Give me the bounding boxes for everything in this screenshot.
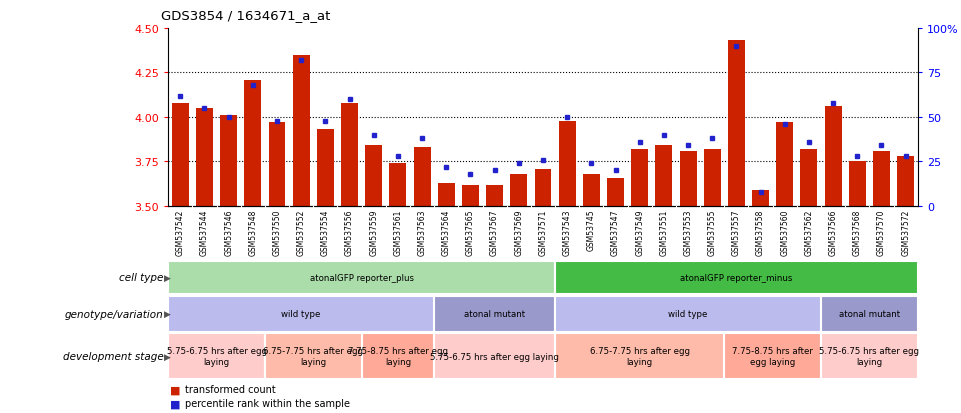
Text: 7.75-8.75 hrs after egg
laying: 7.75-8.75 hrs after egg laying	[348, 347, 448, 366]
Text: GSM537568: GSM537568	[852, 209, 862, 256]
Bar	[821, 333, 918, 379]
Text: 5.75-6.75 hrs after egg laying: 5.75-6.75 hrs after egg laying	[431, 352, 559, 361]
Text: 6.75-7.75 hrs after egg
laying: 6.75-7.75 hrs after egg laying	[590, 347, 690, 366]
Text: 6.75-7.75 hrs after egg
laying: 6.75-7.75 hrs after egg laying	[263, 347, 363, 366]
Bar	[801, 150, 818, 206]
Bar	[655, 146, 673, 206]
Text: percentile rank within the sample: percentile rank within the sample	[185, 398, 351, 408]
Bar	[898, 157, 914, 206]
Text: atonalGFP reporter_plus: atonalGFP reporter_plus	[309, 273, 413, 282]
Bar	[244, 81, 261, 206]
Text: GDS3854 / 1634671_a_at: GDS3854 / 1634671_a_at	[160, 9, 330, 22]
Text: wild type: wild type	[668, 309, 707, 318]
Text: GSM537567: GSM537567	[490, 209, 499, 256]
Text: GSM537559: GSM537559	[369, 209, 379, 256]
Text: GSM537562: GSM537562	[804, 209, 813, 256]
Bar	[873, 152, 890, 206]
Text: GSM537558: GSM537558	[756, 209, 765, 256]
Text: GSM537547: GSM537547	[611, 209, 620, 256]
Text: GSM537550: GSM537550	[273, 209, 282, 256]
Bar	[168, 296, 434, 332]
Text: GSM537557: GSM537557	[732, 209, 741, 256]
Bar	[849, 162, 866, 206]
Text: GSM537552: GSM537552	[297, 209, 306, 256]
Bar	[196, 109, 213, 206]
Text: atonal mutant: atonal mutant	[464, 309, 525, 318]
Bar	[555, 296, 821, 332]
Bar	[317, 130, 333, 206]
Text: GSM537548: GSM537548	[248, 209, 258, 256]
Text: GSM537566: GSM537566	[828, 209, 838, 256]
Text: cell type: cell type	[119, 273, 163, 283]
Text: GSM537551: GSM537551	[659, 209, 668, 256]
Text: development stage: development stage	[62, 351, 163, 361]
Bar	[389, 164, 407, 206]
Text: GSM537572: GSM537572	[901, 209, 910, 256]
Text: GSM537563: GSM537563	[418, 209, 427, 256]
Text: 7.75-8.75 hrs after
egg laying: 7.75-8.75 hrs after egg laying	[732, 347, 813, 366]
Bar	[168, 333, 265, 379]
Text: atonal mutant: atonal mutant	[839, 309, 899, 318]
Bar	[776, 123, 793, 206]
Bar	[821, 296, 918, 332]
Text: 5.75-6.75 hrs after egg
laying: 5.75-6.75 hrs after egg laying	[166, 347, 266, 366]
Text: GSM537571: GSM537571	[538, 209, 548, 256]
Bar	[268, 123, 285, 206]
Bar	[631, 150, 648, 206]
Text: GSM537556: GSM537556	[345, 209, 354, 256]
Text: ▶: ▶	[164, 309, 171, 318]
Text: GSM537554: GSM537554	[321, 209, 330, 256]
Text: ▶: ▶	[164, 273, 171, 282]
Text: ■: ■	[170, 384, 181, 394]
Text: GSM537560: GSM537560	[780, 209, 789, 256]
Bar	[825, 107, 842, 206]
Text: atonalGFP reporter_minus: atonalGFP reporter_minus	[680, 273, 793, 282]
Text: 5.75-6.75 hrs after egg
laying: 5.75-6.75 hrs after egg laying	[820, 347, 920, 366]
Bar	[361, 333, 434, 379]
Bar	[534, 169, 552, 206]
Text: GSM537564: GSM537564	[442, 209, 451, 256]
Bar	[703, 150, 721, 206]
Bar	[583, 175, 600, 206]
Bar	[365, 146, 382, 206]
Bar	[438, 183, 455, 206]
Text: GSM537561: GSM537561	[393, 209, 403, 256]
Text: transformed count: transformed count	[185, 384, 276, 394]
Bar	[293, 56, 309, 206]
Bar	[220, 116, 237, 206]
Text: ▶: ▶	[164, 352, 171, 361]
Text: GSM537549: GSM537549	[635, 209, 644, 256]
Bar	[413, 148, 431, 206]
Bar	[434, 333, 555, 379]
Bar	[727, 41, 745, 207]
Bar	[265, 333, 361, 379]
Text: GSM537570: GSM537570	[877, 209, 886, 256]
Bar	[555, 333, 725, 379]
Text: GSM537555: GSM537555	[707, 209, 717, 256]
Text: GSM537553: GSM537553	[683, 209, 693, 256]
Text: GSM537544: GSM537544	[200, 209, 209, 256]
Text: GSM537546: GSM537546	[224, 209, 234, 256]
Text: GSM537542: GSM537542	[176, 209, 185, 256]
Text: genotype/variation: genotype/variation	[64, 309, 163, 319]
Bar	[341, 104, 358, 206]
Text: GSM537565: GSM537565	[466, 209, 475, 256]
Bar	[172, 104, 188, 206]
Text: GSM537543: GSM537543	[562, 209, 572, 256]
Bar	[725, 333, 821, 379]
Bar	[434, 296, 555, 332]
Text: GSM53745: GSM53745	[587, 209, 596, 251]
Bar	[679, 152, 697, 206]
Text: ■: ■	[170, 398, 181, 408]
Bar	[555, 261, 918, 294]
Text: wild type: wild type	[282, 309, 321, 318]
Bar	[752, 190, 769, 206]
Bar	[607, 178, 624, 206]
Bar	[486, 185, 503, 206]
Bar	[510, 175, 528, 206]
Text: GSM537569: GSM537569	[514, 209, 524, 256]
Bar	[168, 261, 555, 294]
Bar	[462, 185, 479, 206]
Bar	[558, 121, 576, 206]
